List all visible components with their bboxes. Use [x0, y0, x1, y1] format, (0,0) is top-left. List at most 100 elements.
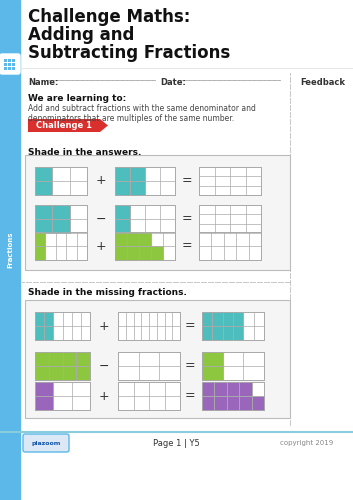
Text: denominators that are multiples of the same number.: denominators that are multiples of the s… — [28, 114, 234, 123]
Bar — [118, 312, 180, 340]
Bar — [12, 62, 15, 66]
Bar — [35, 205, 87, 233]
Bar — [233, 312, 243, 326]
Bar — [12, 58, 15, 62]
Bar — [44, 326, 53, 340]
Bar — [115, 232, 175, 260]
Bar — [202, 312, 264, 340]
Bar — [202, 396, 214, 410]
Bar — [213, 326, 223, 340]
Bar — [52, 219, 70, 233]
Bar — [115, 232, 127, 246]
Text: =: = — [185, 390, 195, 402]
Bar — [35, 382, 90, 410]
Bar — [35, 382, 53, 396]
Text: =: = — [182, 212, 192, 226]
Bar — [199, 232, 261, 260]
Text: +: + — [96, 240, 106, 252]
Bar — [35, 167, 87, 195]
Text: Adding and: Adding and — [28, 26, 134, 44]
Bar — [35, 232, 87, 260]
Text: −: − — [96, 212, 106, 226]
Bar — [118, 352, 180, 380]
Bar — [35, 312, 90, 340]
Bar — [214, 382, 227, 396]
FancyBboxPatch shape — [23, 434, 69, 452]
Bar — [35, 396, 53, 410]
Bar — [115, 246, 127, 260]
Text: +: + — [99, 320, 109, 332]
Text: =: = — [185, 320, 195, 332]
Bar — [233, 326, 243, 340]
Text: =: = — [182, 240, 192, 252]
Text: =: = — [182, 174, 192, 188]
Bar — [202, 366, 223, 380]
Bar — [151, 246, 163, 260]
Bar — [115, 205, 130, 219]
Text: Feedback: Feedback — [300, 78, 345, 87]
Polygon shape — [100, 119, 108, 132]
Bar — [4, 58, 7, 62]
Bar — [7, 62, 11, 66]
Bar — [25, 155, 290, 270]
Bar — [115, 205, 175, 233]
Bar — [115, 181, 130, 195]
Bar — [52, 205, 70, 219]
Text: =: = — [185, 360, 195, 372]
Bar — [127, 232, 139, 246]
Bar — [239, 382, 252, 396]
Bar — [35, 326, 44, 340]
FancyBboxPatch shape — [0, 54, 20, 74]
Bar — [118, 382, 180, 410]
Bar — [49, 352, 62, 366]
Bar — [49, 366, 62, 380]
Bar — [28, 119, 100, 132]
Bar — [25, 300, 290, 418]
Text: Add and subtract fractions with the same denominator and: Add and subtract fractions with the same… — [28, 104, 256, 113]
Bar — [4, 66, 7, 70]
Bar — [202, 352, 223, 366]
Text: We are learning to:: We are learning to: — [28, 94, 126, 103]
Bar — [130, 181, 145, 195]
Bar — [199, 167, 261, 195]
Bar — [214, 396, 227, 410]
Text: Page 1 | Y5: Page 1 | Y5 — [153, 438, 200, 448]
Bar — [76, 352, 90, 366]
Bar — [223, 326, 233, 340]
Bar — [35, 352, 49, 366]
Bar — [227, 382, 239, 396]
Bar — [252, 396, 264, 410]
Bar — [202, 352, 264, 380]
Bar — [127, 246, 139, 260]
Bar — [76, 366, 90, 380]
Bar — [139, 232, 151, 246]
Text: Subtracting Fractions: Subtracting Fractions — [28, 44, 230, 62]
Text: +: + — [96, 174, 106, 188]
Bar — [35, 205, 52, 219]
Bar — [35, 312, 44, 326]
Bar — [202, 382, 264, 410]
Bar — [35, 352, 90, 380]
Bar — [202, 312, 213, 326]
Text: plazoom: plazoom — [31, 440, 61, 446]
Text: Date:: Date: — [160, 78, 186, 87]
Text: −: − — [99, 360, 109, 372]
Text: Name:: Name: — [28, 78, 58, 87]
Bar — [202, 326, 213, 340]
Text: Fractions: Fractions — [7, 232, 13, 268]
Text: +: + — [99, 390, 109, 402]
Bar — [44, 312, 53, 326]
Text: Challenge 1: Challenge 1 — [36, 121, 92, 130]
Bar — [35, 246, 46, 260]
Bar — [35, 366, 49, 380]
Bar — [35, 232, 46, 246]
Bar — [115, 219, 130, 233]
Bar — [62, 352, 76, 366]
Text: copyright 2019: copyright 2019 — [280, 440, 333, 446]
Bar — [223, 312, 233, 326]
Bar — [213, 312, 223, 326]
Bar — [4, 62, 7, 66]
Bar — [115, 167, 130, 181]
Text: Challenge Maths:: Challenge Maths: — [28, 8, 190, 26]
Bar — [115, 167, 175, 195]
